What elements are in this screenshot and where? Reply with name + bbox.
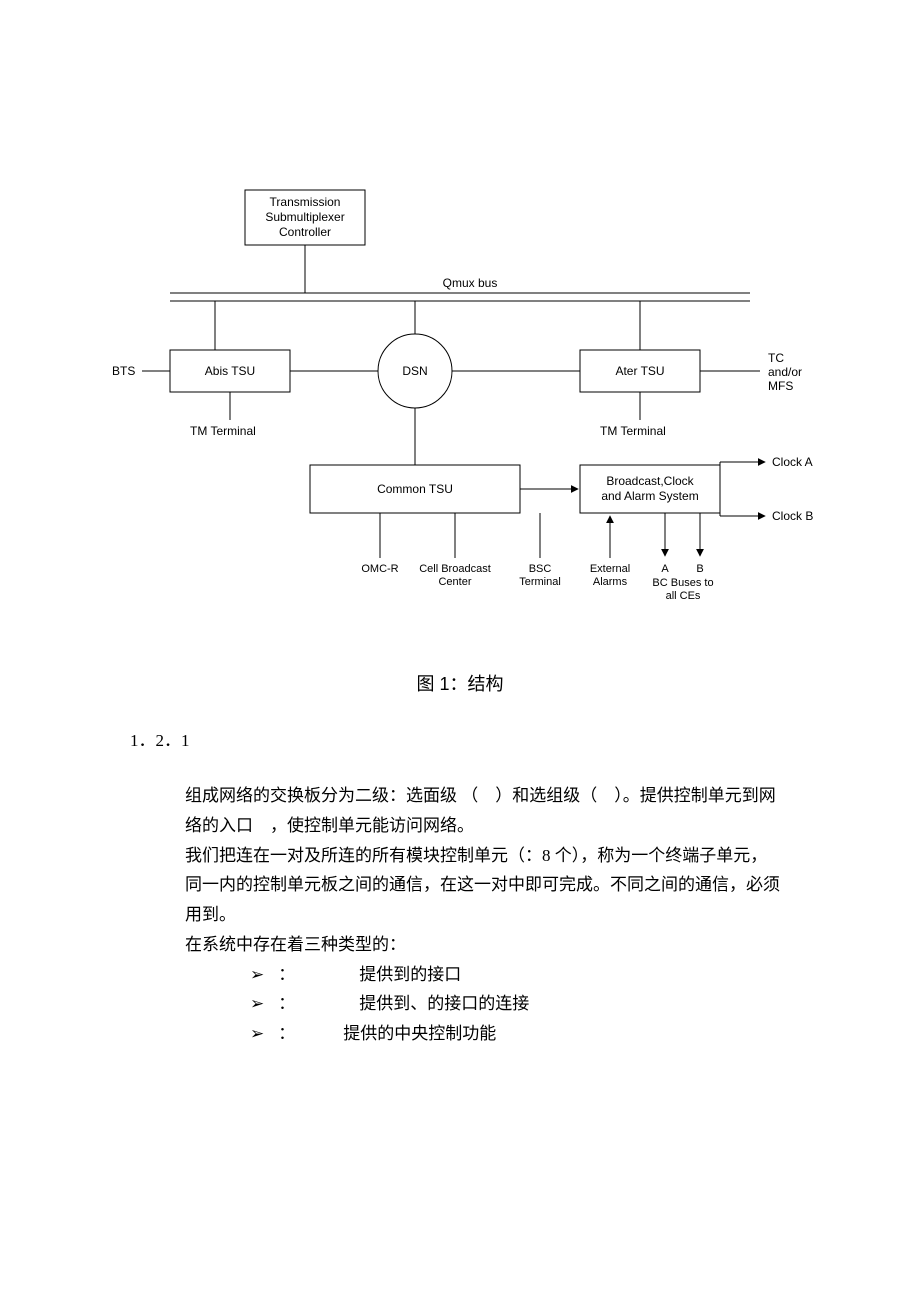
extalarm-line1: External [590, 563, 630, 575]
tc-line1: TC [768, 351, 784, 365]
bullet-colon: ： [278, 989, 295, 1019]
ab-b: B [696, 563, 703, 575]
ater-label: Ater TSU [615, 364, 664, 378]
bcas-line1: Broadcast,Clock [606, 474, 694, 488]
document-page: Transmission Submultiplexer Controller Q… [0, 0, 920, 1109]
tm2-label: TM Terminal [600, 424, 666, 438]
extalarm-line2: Alarms [593, 576, 628, 588]
clockA-label: Clock A [772, 455, 813, 469]
bullet-text: 提供到、的接口的连接 [359, 989, 529, 1019]
omcr-label: OMC-R [361, 563, 398, 575]
paragraph-2: 我们把连在一对及所连的所有模块控制单元（：8 个），称为一个终端子单元，同一内的… [185, 841, 780, 930]
bullet-colon: ： [278, 1019, 295, 1049]
chevron-icon: ➢ [250, 989, 264, 1019]
bullet-text: 提供到的接口 [359, 960, 461, 990]
chevron-icon: ➢ [250, 1019, 264, 1049]
ab-sub1: BC Buses to [652, 577, 713, 589]
tsc-line2: Submultiplexer [265, 210, 344, 224]
cbc-line1: Cell Broadcast [419, 563, 491, 575]
diagram-svg: Transmission Submultiplexer Controller Q… [100, 180, 820, 650]
figure-caption: 图 1：结构 [100, 670, 820, 696]
paragraph-1: 组成网络的交换板分为二级：选面级 （ ）和选组级（ ）。提供控制单元到网络的入口… [185, 781, 780, 841]
bts-label: BTS [112, 364, 135, 378]
body-paragraphs: 组成网络的交换板分为二级：选面级 （ ）和选组级（ ）。提供控制单元到网络的入口… [185, 781, 780, 960]
architecture-diagram: Transmission Submultiplexer Controller Q… [100, 180, 820, 650]
list-item: ➢ ： 提供的中央控制功能 [250, 1019, 820, 1049]
tc-line3: MFS [768, 379, 793, 393]
tc-line2: and/or [768, 365, 802, 379]
paragraph-3: 在系统中存在着三种类型的： [185, 930, 780, 960]
common-label: Common TSU [377, 482, 453, 496]
dsn-label: DSN [402, 364, 427, 378]
qmux-label: Qmux bus [443, 276, 498, 290]
ab-a: A [661, 563, 669, 575]
bullet-list: ➢ ： 提供到的接口 ➢ ： 提供到、的接口的连接 ➢ ： 提供的中央控制功能 [250, 960, 820, 1049]
bullet-colon: ： [278, 960, 295, 990]
bsct-line1: BSC [529, 563, 552, 575]
bsct-line2: Terminal [519, 576, 561, 588]
chevron-icon: ➢ [250, 960, 264, 990]
section-number: 1．2．1 [130, 726, 820, 751]
tm1-label: TM Terminal [190, 424, 256, 438]
tsc-line3: Controller [279, 225, 331, 239]
list-item: ➢ ： 提供到的接口 [250, 960, 820, 990]
bullet-text: 提供的中央控制功能 [343, 1019, 496, 1049]
cbc-line2: Center [438, 576, 471, 588]
bcas-line2: and Alarm System [601, 489, 698, 503]
ab-sub2: all CEs [666, 590, 701, 602]
clockB-label: Clock B [772, 509, 813, 523]
list-item: ➢ ： 提供到、的接口的连接 [250, 989, 820, 1019]
tsc-line1: Transmission [270, 195, 341, 209]
abis-label: Abis TSU [205, 364, 255, 378]
